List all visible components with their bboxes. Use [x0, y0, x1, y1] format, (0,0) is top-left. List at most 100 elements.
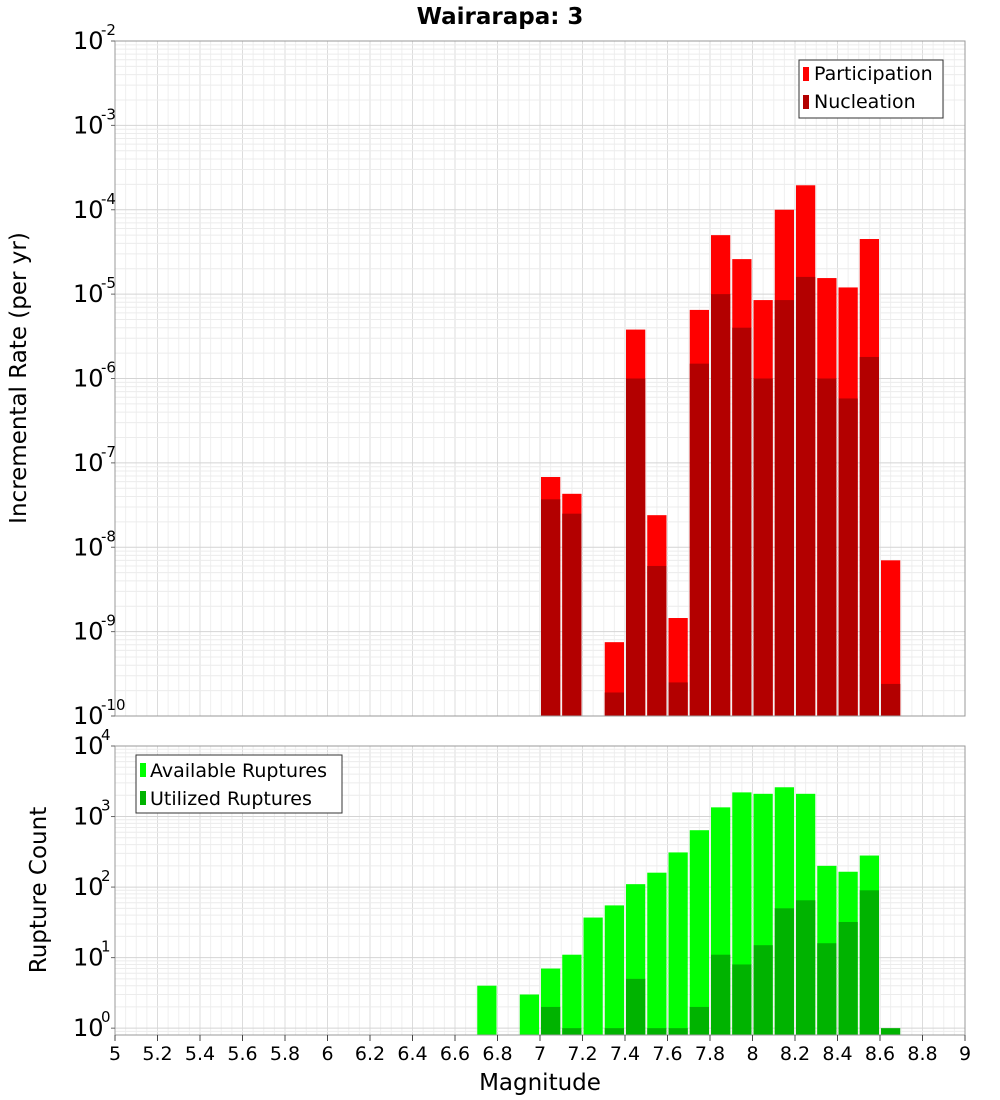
- x-tick-label: 8.8: [907, 1043, 937, 1065]
- y-tick-exponent: -4: [101, 190, 116, 208]
- count-bar-utilized-ruptures: [689, 1006, 709, 1035]
- y-tick-exponent: -5: [101, 274, 116, 292]
- y-tick-exponent: 0: [101, 1008, 111, 1026]
- y-tick-exponent: 4: [101, 726, 111, 744]
- y-tick-base: 10: [73, 803, 104, 831]
- y-tick-base: 10: [73, 944, 104, 972]
- x-tick-label: 8: [746, 1043, 758, 1065]
- count-bar-utilized-ruptures: [859, 890, 879, 1035]
- rate-panel-ylabel: Incremental Rate (per yr): [6, 232, 32, 524]
- count-bar-utilized-ruptures: [562, 1028, 582, 1035]
- chart-title: Wairarapa: 3: [417, 4, 584, 30]
- y-tick-base: 10: [73, 449, 104, 477]
- rate-bar-nucleation: [732, 327, 752, 716]
- y-tick-label: 10-8: [73, 527, 116, 561]
- y-tick-label: 103: [73, 797, 115, 831]
- rate-bar-nucleation: [796, 276, 816, 716]
- y-tick-label: 10-9: [73, 612, 116, 646]
- count-bar-utilized-ruptures: [711, 954, 731, 1035]
- count-bar-available-ruptures: [583, 917, 603, 1035]
- count-panel-legend: Available Ruptures Utilized Ruptures: [135, 754, 343, 814]
- count-panel-x-ticks: 5 5.2 5.4 5.6 5.8 6 6.2 6.4 6.6 6.8 7 7.2 7.4 7.6 7.8 8…: [109, 1035, 971, 1065]
- legend-label-nucleation: Nucleation: [814, 91, 916, 113]
- y-tick-exponent: -9: [101, 612, 116, 630]
- y-tick-base: 10: [73, 533, 104, 561]
- y-tick-base: 10: [73, 732, 104, 760]
- x-tick-label: 6.4: [397, 1043, 427, 1065]
- y-tick-label: 10-7: [73, 443, 116, 477]
- x-tick-label: 5.2: [142, 1043, 172, 1065]
- x-tick-label: 6: [321, 1043, 333, 1065]
- rate-bar-nucleation: [541, 499, 561, 716]
- y-tick-base: 10: [73, 1014, 104, 1042]
- count-bar-available-ruptures: [668, 852, 688, 1035]
- y-tick-base: 10: [73, 618, 104, 646]
- y-tick-exponent: -10: [101, 696, 126, 714]
- y-tick-exponent: -6: [101, 359, 116, 377]
- y-tick-label: 101: [73, 938, 115, 972]
- x-tick-label: 7.6: [652, 1043, 682, 1065]
- count-bar-available-ruptures: [647, 872, 667, 1035]
- y-tick-exponent: 2: [101, 867, 111, 885]
- rate-bar-nucleation: [881, 683, 901, 716]
- legend-swatch-nucleation: [803, 95, 809, 109]
- x-tick-label: 5: [109, 1043, 121, 1065]
- x-tick-label: 8.2: [780, 1043, 810, 1065]
- count-bar-available-ruptures: [689, 830, 709, 1035]
- y-tick-label: 10-4: [73, 190, 116, 224]
- y-tick-exponent: 3: [101, 797, 111, 815]
- y-tick-label: 100: [73, 1008, 115, 1042]
- y-tick-label: 10-5: [73, 274, 116, 308]
- y-tick-exponent: -7: [101, 443, 116, 461]
- y-tick-label: 10-2: [73, 21, 116, 55]
- y-tick-base: 10: [73, 111, 104, 139]
- y-tick-base: 10: [73, 196, 104, 224]
- legend-label-utilized: Utilized Ruptures: [150, 788, 312, 810]
- rate-bar-nucleation: [838, 398, 858, 716]
- count-panel-ylabel: Rupture Count: [26, 807, 52, 973]
- rate-bar-nucleation: [753, 378, 773, 716]
- x-tick-label: 5.4: [185, 1043, 215, 1065]
- count-bar-utilized-ruptures: [838, 921, 858, 1035]
- rate-bar-nucleation: [626, 378, 646, 716]
- x-tick-label: 5.6: [227, 1043, 257, 1065]
- legend-swatch-utilized: [140, 791, 146, 805]
- count-bar-utilized-ruptures: [604, 1028, 624, 1035]
- x-tick-label: 7.2: [567, 1043, 597, 1065]
- count-bar-available-ruptures: [519, 994, 539, 1035]
- count-bar-available-ruptures: [562, 954, 582, 1035]
- x-tick-label: 6.2: [355, 1043, 385, 1065]
- legend-swatch-participation: [803, 67, 809, 81]
- rate-panel-grid: [114, 40, 966, 717]
- y-tick-base: 10: [73, 280, 104, 308]
- y-tick-exponent: 1: [101, 938, 111, 956]
- count-bar-utilized-ruptures: [796, 900, 816, 1035]
- count-panel-bars: [477, 787, 901, 1035]
- y-tick-exponent: -3: [101, 105, 116, 123]
- rate-bar-nucleation: [689, 363, 709, 716]
- rate-bar-nucleation: [647, 565, 667, 716]
- y-tick-base: 10: [73, 27, 104, 55]
- legend-box: [135, 754, 343, 814]
- legend-box: [798, 59, 944, 119]
- x-tick-label: 7: [534, 1043, 546, 1065]
- y-tick-base: 10: [73, 873, 104, 901]
- y-tick-label: 102: [73, 867, 115, 901]
- count-bar-available-ruptures: [604, 905, 624, 1035]
- count-bar-utilized-ruptures: [817, 943, 837, 1035]
- x-axis-label: Magnitude: [479, 1070, 601, 1096]
- count-bar-utilized-ruptures: [647, 1028, 667, 1035]
- count-bar-utilized-ruptures: [541, 1006, 561, 1035]
- y-tick-label: 10-10: [73, 696, 126, 730]
- count-bar-utilized-ruptures: [881, 1028, 901, 1035]
- rate-bar-nucleation: [668, 682, 688, 716]
- x-tick-label: 9: [959, 1043, 971, 1065]
- y-tick-base: 10: [73, 365, 104, 393]
- x-tick-label: 7.4: [610, 1043, 640, 1065]
- count-bar-utilized-ruptures: [732, 964, 752, 1035]
- x-tick-label: 5.8: [270, 1043, 300, 1065]
